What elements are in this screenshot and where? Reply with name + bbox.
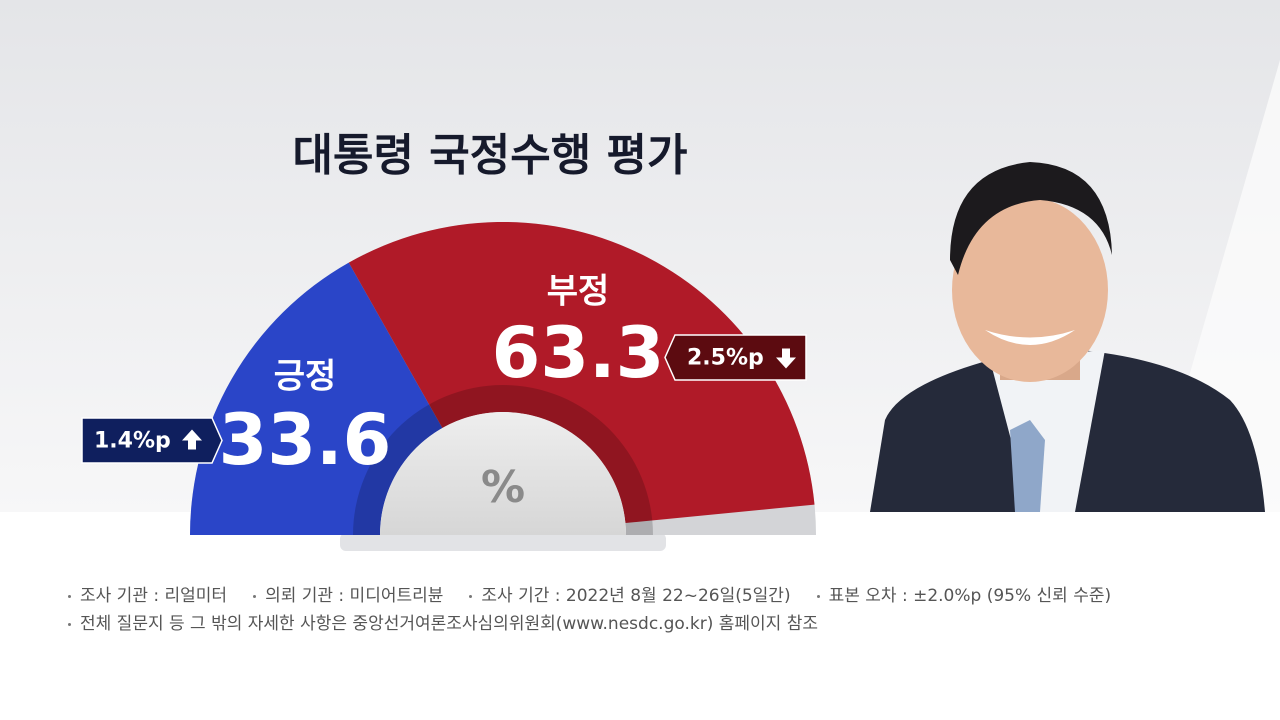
change-box — [81, 417, 223, 464]
note-text: 전체 질문지 등 그 밖의 자세한 사항은 중앙선거여론조사심의위원회(www.… — [80, 614, 818, 634]
note-row: 조사 기관 : 리얼미터 의뢰 기관 : 미디어트리뷴 조사 기간 : 2022년 … — [68, 582, 1137, 610]
change-arrow — [182, 429, 202, 450]
gauge-segment — [190, 262, 443, 535]
category-label: 부정 — [547, 272, 610, 312]
portrait — [870, 162, 1265, 512]
bullet — [253, 594, 257, 598]
value-label: 33.6 — [219, 399, 392, 481]
note-text: 의뢰 기관 : 미디어트리뷴 — [265, 586, 444, 606]
note-item: 조사 기간 : 2022년 8월 22~26일(5일간) — [469, 582, 791, 610]
gauge-segment — [348, 221, 815, 524]
bullet — [68, 622, 71, 626]
notes: 조사 기관 : 리얼미터 의뢰 기관 : 미디어트리뷴 조사 기간 : 2022년 … — [68, 582, 1137, 638]
bullet — [68, 594, 71, 598]
note-text: 조사 기관 : 리얼미터 — [80, 586, 228, 606]
bullet — [816, 594, 820, 598]
change-box — [664, 334, 807, 381]
note-row: 전체 질문지 등 그 밖의 자세한 사항은 중앙선거여론조사심의위원회(www.… — [68, 610, 1137, 638]
note-item: 전체 질문지 등 그 밖의 자세한 사항은 중앙선거여론조사심의위원회(www.… — [68, 610, 818, 638]
value-label: 63.3 — [492, 312, 665, 394]
note-text: 표본 오차 : ±2.0%p (95% 신뢰 수준) — [828, 586, 1112, 606]
note-item: 조사 기관 : 리얼미터 — [68, 582, 227, 610]
note-item: 의뢰 기관 : 미디어트리뷴 — [253, 582, 443, 610]
inner-shadow — [353, 385, 653, 535]
note-item: 표본 오차 : ±2.0%p (95% 신뢰 수준) — [816, 582, 1112, 610]
hub — [380, 412, 626, 535]
change-label: 2.5%p — [687, 346, 764, 371]
note-text: 조사 기간 : 2022년 8월 22~26일(5일간) — [481, 586, 791, 606]
chart-title: 대통령 국정수행 평가 — [293, 130, 688, 181]
bullet — [469, 594, 473, 598]
unit-label: % — [481, 462, 525, 513]
change-label: 1.4%p — [94, 429, 171, 454]
plinth — [340, 533, 666, 551]
change-arrow — [776, 348, 796, 369]
category-label: 긍정 — [274, 357, 337, 397]
